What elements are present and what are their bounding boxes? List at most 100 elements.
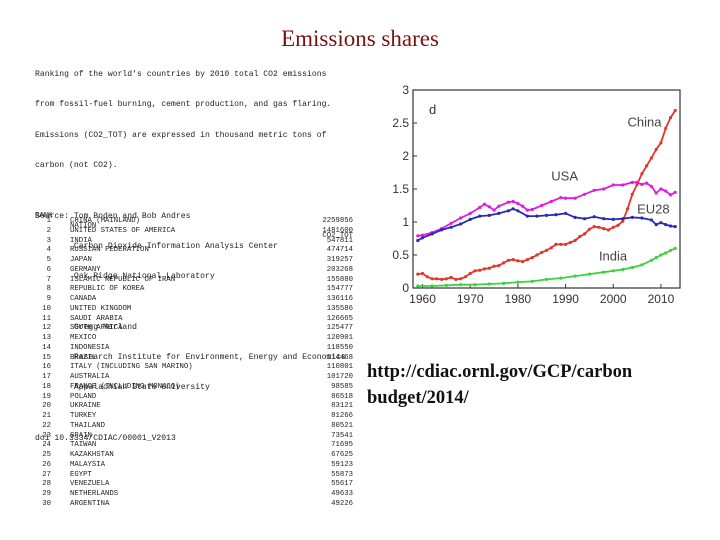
data-point-usa <box>635 180 639 184</box>
data-point-eu28 <box>525 214 529 218</box>
table-row: 26 MALAYSIA 59123 <box>35 460 355 470</box>
data-point-eu28 <box>564 211 568 215</box>
cell-co2-tot: 73541 <box>331 431 353 440</box>
cell-nation: AUSTRALIA <box>70 373 110 381</box>
y-tick-label: 0 <box>402 281 409 295</box>
data-point-china <box>645 164 649 168</box>
cell-rank: 28 <box>42 480 51 489</box>
cell-rank: 23 <box>42 431 51 440</box>
data-point-usa <box>530 207 534 212</box>
source-url-line[interactable]: budget/2014/ <box>367 388 469 408</box>
note-line: Gregg Marland <box>35 322 137 332</box>
cell-co2-tot: 80521 <box>331 421 353 430</box>
data-point-china <box>482 267 487 271</box>
cell-nation: POLAND <box>70 392 97 401</box>
x-tick-label: 1980 <box>505 292 532 306</box>
cell-co2-tot: 101720 <box>326 373 353 381</box>
cell-nation: GERMANY <box>70 265 101 274</box>
data-point-usa <box>478 205 482 210</box>
cell-rank: 15 <box>42 353 51 362</box>
data-point-usa <box>564 196 568 200</box>
cell-co2-tot: 203268 <box>326 265 353 274</box>
data-point-china <box>654 147 658 151</box>
data-point-usa <box>459 216 463 220</box>
cell-rank: 21 <box>42 412 51 420</box>
data-point-china <box>530 256 534 260</box>
data-point-china <box>430 277 434 281</box>
data-point-usa <box>649 184 653 188</box>
table-row: 20 UKRAINE 83121 <box>35 401 355 411</box>
data-point-eu28 <box>468 217 472 221</box>
data-point-china <box>544 248 549 252</box>
table-row: 11 SAUDI ARABIA 126665 <box>35 314 355 324</box>
data-point-china <box>492 264 496 268</box>
cell-rank: 12 <box>42 324 51 333</box>
data-point-china <box>473 269 477 273</box>
source-notes: Ranking of the world's countries by 2010… <box>35 50 365 454</box>
table-row: 28 VENEZUELA 55617 <box>35 479 355 489</box>
data-point-usa <box>654 191 658 195</box>
y-tick-label: 3 <box>402 84 409 97</box>
data-point-india <box>502 281 506 285</box>
cell-rank: 11 <box>42 314 51 323</box>
cell-rank: 7 <box>46 275 51 284</box>
cell-nation: RUSSIAN FEDERATION <box>70 246 149 255</box>
cell-nation: EGYPT <box>70 470 92 479</box>
data-point-china <box>497 264 501 268</box>
source-url[interactable]: http://cdiac.ornl.gov/GCP/carbon budget/… <box>367 359 717 411</box>
data-point-usa <box>516 201 520 206</box>
cell-co2-tot: 55873 <box>331 470 353 479</box>
data-point-india <box>544 277 549 281</box>
data-point-china <box>554 242 558 246</box>
x-tick-label: 2010 <box>648 292 675 306</box>
note-line: Appalachian State University <box>35 383 210 393</box>
data-point-eu28 <box>659 221 663 225</box>
data-point-eu28 <box>487 213 491 217</box>
note-line: doi 10.3334/CDIAC/00001_V2013 <box>35 433 176 443</box>
note-line: from fossil-fuel burning, cement product… <box>35 100 332 110</box>
table-row: 10 UNITED KINGDOM 135586 <box>35 304 355 314</box>
note-line: Research Institute for Environment, Ener… <box>35 352 346 362</box>
cell-co2-tot: 319257 <box>326 256 353 264</box>
cell-co2-tot: 118550 <box>326 343 353 352</box>
cell-rank: 30 <box>42 499 51 508</box>
data-point-china <box>673 108 677 113</box>
cell-rank: 1 <box>46 217 51 225</box>
table-row: 2 UNITED STATES OF AMERICA 1481600 <box>35 226 355 236</box>
table-row: 24 TAIWAN 71695 <box>35 440 355 450</box>
table-row: 6 GERMANY 203268 <box>35 265 355 275</box>
header-nation: NATION <box>70 222 97 230</box>
data-point-usa <box>621 183 625 187</box>
data-point-china <box>568 240 572 245</box>
cell-nation: CHINA (MAINLAND) <box>70 217 141 225</box>
data-point-china <box>525 258 529 262</box>
cell-rank: 13 <box>42 334 51 342</box>
cell-nation: INDONESIA <box>70 343 110 352</box>
data-point-china <box>549 246 553 250</box>
data-point-china <box>506 258 510 262</box>
table-row: 30 ARGENTINA 49226 <box>35 499 355 509</box>
data-point-china <box>420 271 425 276</box>
table-row: 22 THAILAND 80521 <box>35 421 355 431</box>
note-line: Carbon Dioxide Information Analysis Cent… <box>35 241 278 251</box>
cell-nation: UNITED KINGDOM <box>70 304 132 313</box>
data-point-eu28 <box>654 223 658 227</box>
cell-co2-tot: 155880 <box>326 275 353 284</box>
cell-co2-tot: 114468 <box>326 353 353 362</box>
data-point-china <box>587 227 591 231</box>
table-row: 23 SPAIN 73541 <box>35 431 355 441</box>
cell-co2-tot: 135586 <box>326 304 353 313</box>
data-point-eu28 <box>583 217 587 221</box>
cell-rank: 29 <box>42 490 51 498</box>
table-row: 19 POLAND 86518 <box>35 392 355 402</box>
data-point-usa <box>592 188 596 192</box>
cell-co2-tot: 55617 <box>331 480 353 489</box>
data-point-china <box>444 277 448 281</box>
data-point-china <box>440 277 444 281</box>
data-point-eu28 <box>554 213 558 217</box>
source-url-line[interactable]: http://cdiac.ornl.gov/GCP/carbon <box>367 362 633 382</box>
data-point-usa <box>573 196 577 200</box>
y-tick-label: 1.5 <box>392 182 409 196</box>
cell-nation: ISLAMIC REPUBLIC OF IRAN <box>70 275 176 284</box>
table-row: 4 RUSSIAN FEDERATION 474714 <box>35 245 355 255</box>
